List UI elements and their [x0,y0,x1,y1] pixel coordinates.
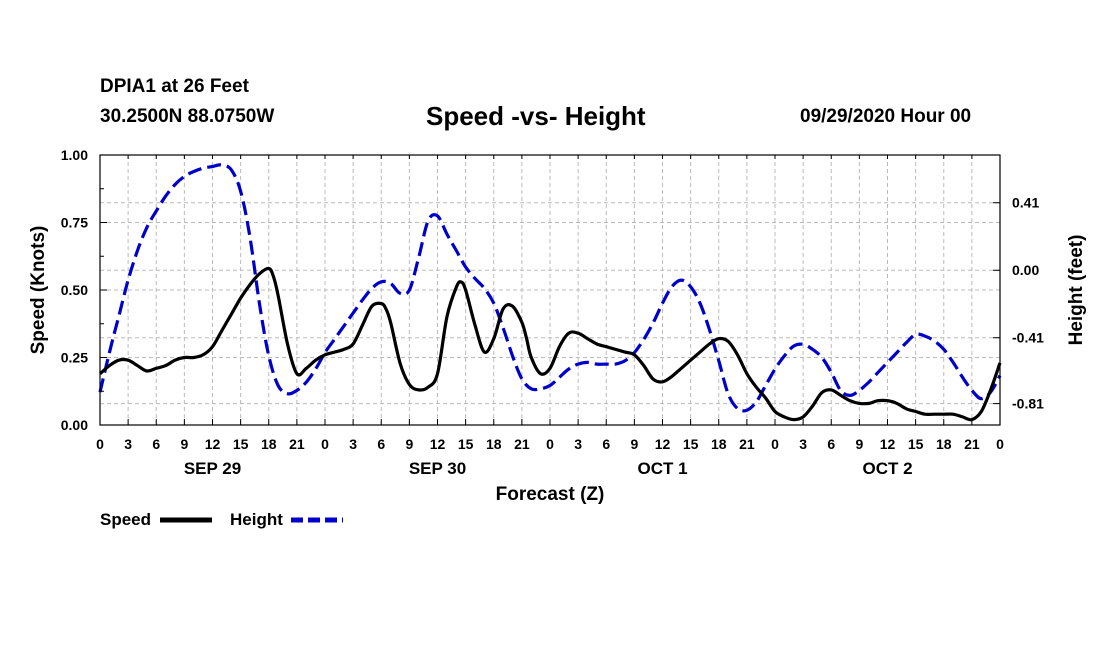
x-tick-label: 12 [430,436,446,452]
x-tick-label: 6 [377,436,385,452]
x-tick-label: 0 [996,436,1004,452]
y-right-tick-label: -0.81 [1012,396,1044,412]
date-label: SEP 30 [409,459,466,478]
x-tick-label: 6 [827,436,835,452]
x-tick-label: 3 [799,436,807,452]
x-tick-label: 15 [908,436,924,452]
legend: Speed Height [100,510,343,529]
legend-speed-label: Speed [100,510,151,529]
y-left-tick-label: 0.00 [61,417,88,433]
x-tick-label: 0 [96,436,104,452]
x-tick-label: 6 [152,436,160,452]
x-tick-label: 21 [289,436,305,452]
x-tick-label: 12 [655,436,671,452]
legend-height-label: Height [230,510,283,529]
x-tick-label: 21 [514,436,530,452]
x-tick-label: 0 [546,436,554,452]
y-left-tick-label: 1.00 [61,147,88,163]
grid [100,155,1000,425]
tick-layer: 0 3 6 9 12 15 18 21 0 3 6 9 12 15 18 21 0 3 6 9 12 15 18 21 0 3 6 9… [61,147,1044,478]
y-left-tick-label: 0.25 [61,350,88,366]
y-right-tick-label: 0.00 [1012,262,1039,278]
x-tick-label: 21 [964,436,980,452]
x-tick-label: 12 [205,436,221,452]
x-tick-label: 3 [124,436,132,452]
x-tick-label: 9 [630,436,638,452]
y-axis-right-label: Height (feet) [1066,235,1087,346]
x-tick-label: 3 [349,436,357,452]
x-tick-label: 3 [574,436,582,452]
date-label: SEP 29 [184,459,241,478]
x-tick-label: 9 [180,436,188,452]
x-tick-label: 18 [711,436,727,452]
x-tick-label: 6 [602,436,610,452]
x-axis-label: Forecast (Z) [496,484,605,505]
x-tick-label: 9 [855,436,863,452]
x-tick-label: 15 [683,436,699,452]
date-label: OCT 1 [637,459,687,478]
x-tick-label: 15 [233,436,249,452]
y-right-tick-label: -0.41 [1012,330,1044,346]
x-tick-label: 18 [261,436,277,452]
x-tick-label: 0 [321,436,329,452]
x-tick-label: 0 [771,436,779,452]
x-tick-label: 18 [486,436,502,452]
x-tick-label: 12 [880,436,896,452]
x-tick-label: 9 [405,436,413,452]
x-tick-label: 21 [739,436,755,452]
y-axis-left-label: Speed (Knots) [28,226,49,355]
y-left-tick-label: 0.75 [61,215,88,231]
y-left-tick-label: 0.50 [61,282,88,298]
speed-series-line [98,266,1002,422]
date-label: OCT 2 [862,459,912,478]
y-right-tick-label: 0.41 [1012,195,1039,211]
x-tick-label: 18 [936,436,952,452]
x-tick-label: 15 [458,436,474,452]
height-series-line [98,163,1002,413]
chart-title: Speed -vs- Height [426,101,646,131]
station-label: DPIA1 at 26 Feet [100,76,249,97]
series-layer [98,163,1002,422]
forecast-timestamp: 09/29/2020 Hour 00 [800,106,972,127]
station-coordinates: 30.2500N 88.0750W [100,106,275,127]
